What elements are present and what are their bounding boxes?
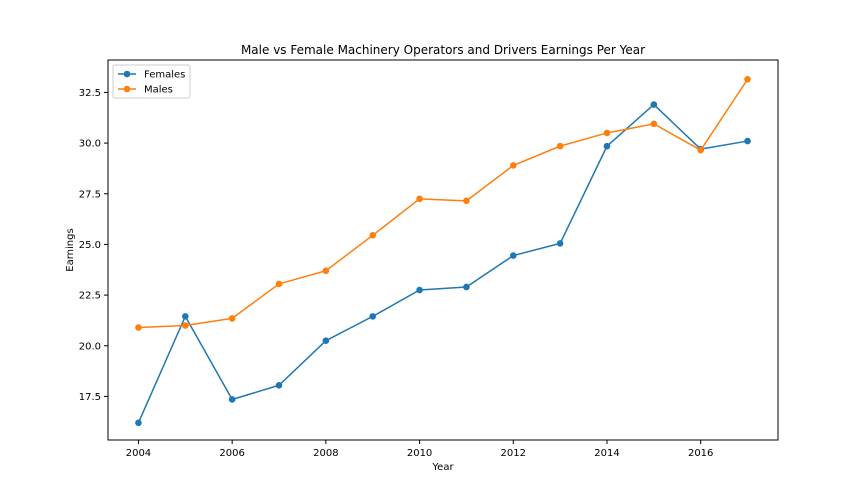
data-point-males [603,129,611,137]
y-axis: 17.5 20.0 22.5 25.0 27.5 30.0 32.5 [79,88,108,403]
x-axis-label: Year [431,462,454,473]
y-tick-label: 25.0 [79,240,101,251]
chart-title: Male vs Female Machinery Operators and D… [241,43,645,57]
x-tick-label: 2006 [219,448,244,459]
y-tick-label: 20.0 [79,341,101,352]
legend-entry-label: Males [144,85,173,96]
legend: Females Males [112,64,191,99]
y-tick-label: 22.5 [79,291,101,302]
x-tick-label: 2008 [313,448,338,459]
y-tick-label: 30.0 [79,139,101,150]
data-point-females [135,419,142,427]
plot-frame [107,59,779,441]
series-layer [135,75,751,427]
data-point-females [463,283,470,291]
data-point-females [322,337,330,344]
data-point-males [182,322,189,329]
data-point-females [603,142,611,150]
data-point-females [556,240,564,247]
data-point-males [556,142,564,150]
data-point-females [650,101,658,108]
data-point-males [135,324,142,331]
x-tick-label: 2014 [594,448,619,459]
legend-swatch-marker [123,85,131,93]
x-tick-label: 2010 [407,448,432,459]
legend-swatch-marker [123,70,131,78]
y-tick-label: 32.5 [79,88,101,99]
legend-entry-label: Females [144,70,185,81]
x-tick-label: 2016 [688,448,713,459]
x-axis: 2004 2006 2008 2010 2012 2014 2016 [126,440,713,459]
y-tick-label: 27.5 [79,189,101,200]
x-tick-label: 2004 [126,448,151,459]
data-point-males [463,197,470,205]
data-point-females [744,137,751,145]
data-point-females [275,381,283,389]
data-point-males [509,162,517,169]
data-point-males [650,120,658,128]
data-point-males [744,75,751,83]
series-line-males [138,78,749,329]
data-point-males [322,267,330,275]
data-point-males [697,146,704,154]
y-axis-label: Earnings [65,228,76,271]
x-tick-label: 2012 [501,448,526,459]
data-point-females [369,313,377,320]
y-tick-label: 17.5 [79,392,101,403]
data-point-males [228,315,236,322]
data-point-males [416,195,423,203]
series-line-females [137,103,748,424]
data-point-males [369,232,377,239]
data-point-females [228,396,236,403]
data-point-females [182,313,189,320]
data-point-males [275,280,283,288]
data-point-females [509,252,517,259]
data-point-females [416,286,423,294]
